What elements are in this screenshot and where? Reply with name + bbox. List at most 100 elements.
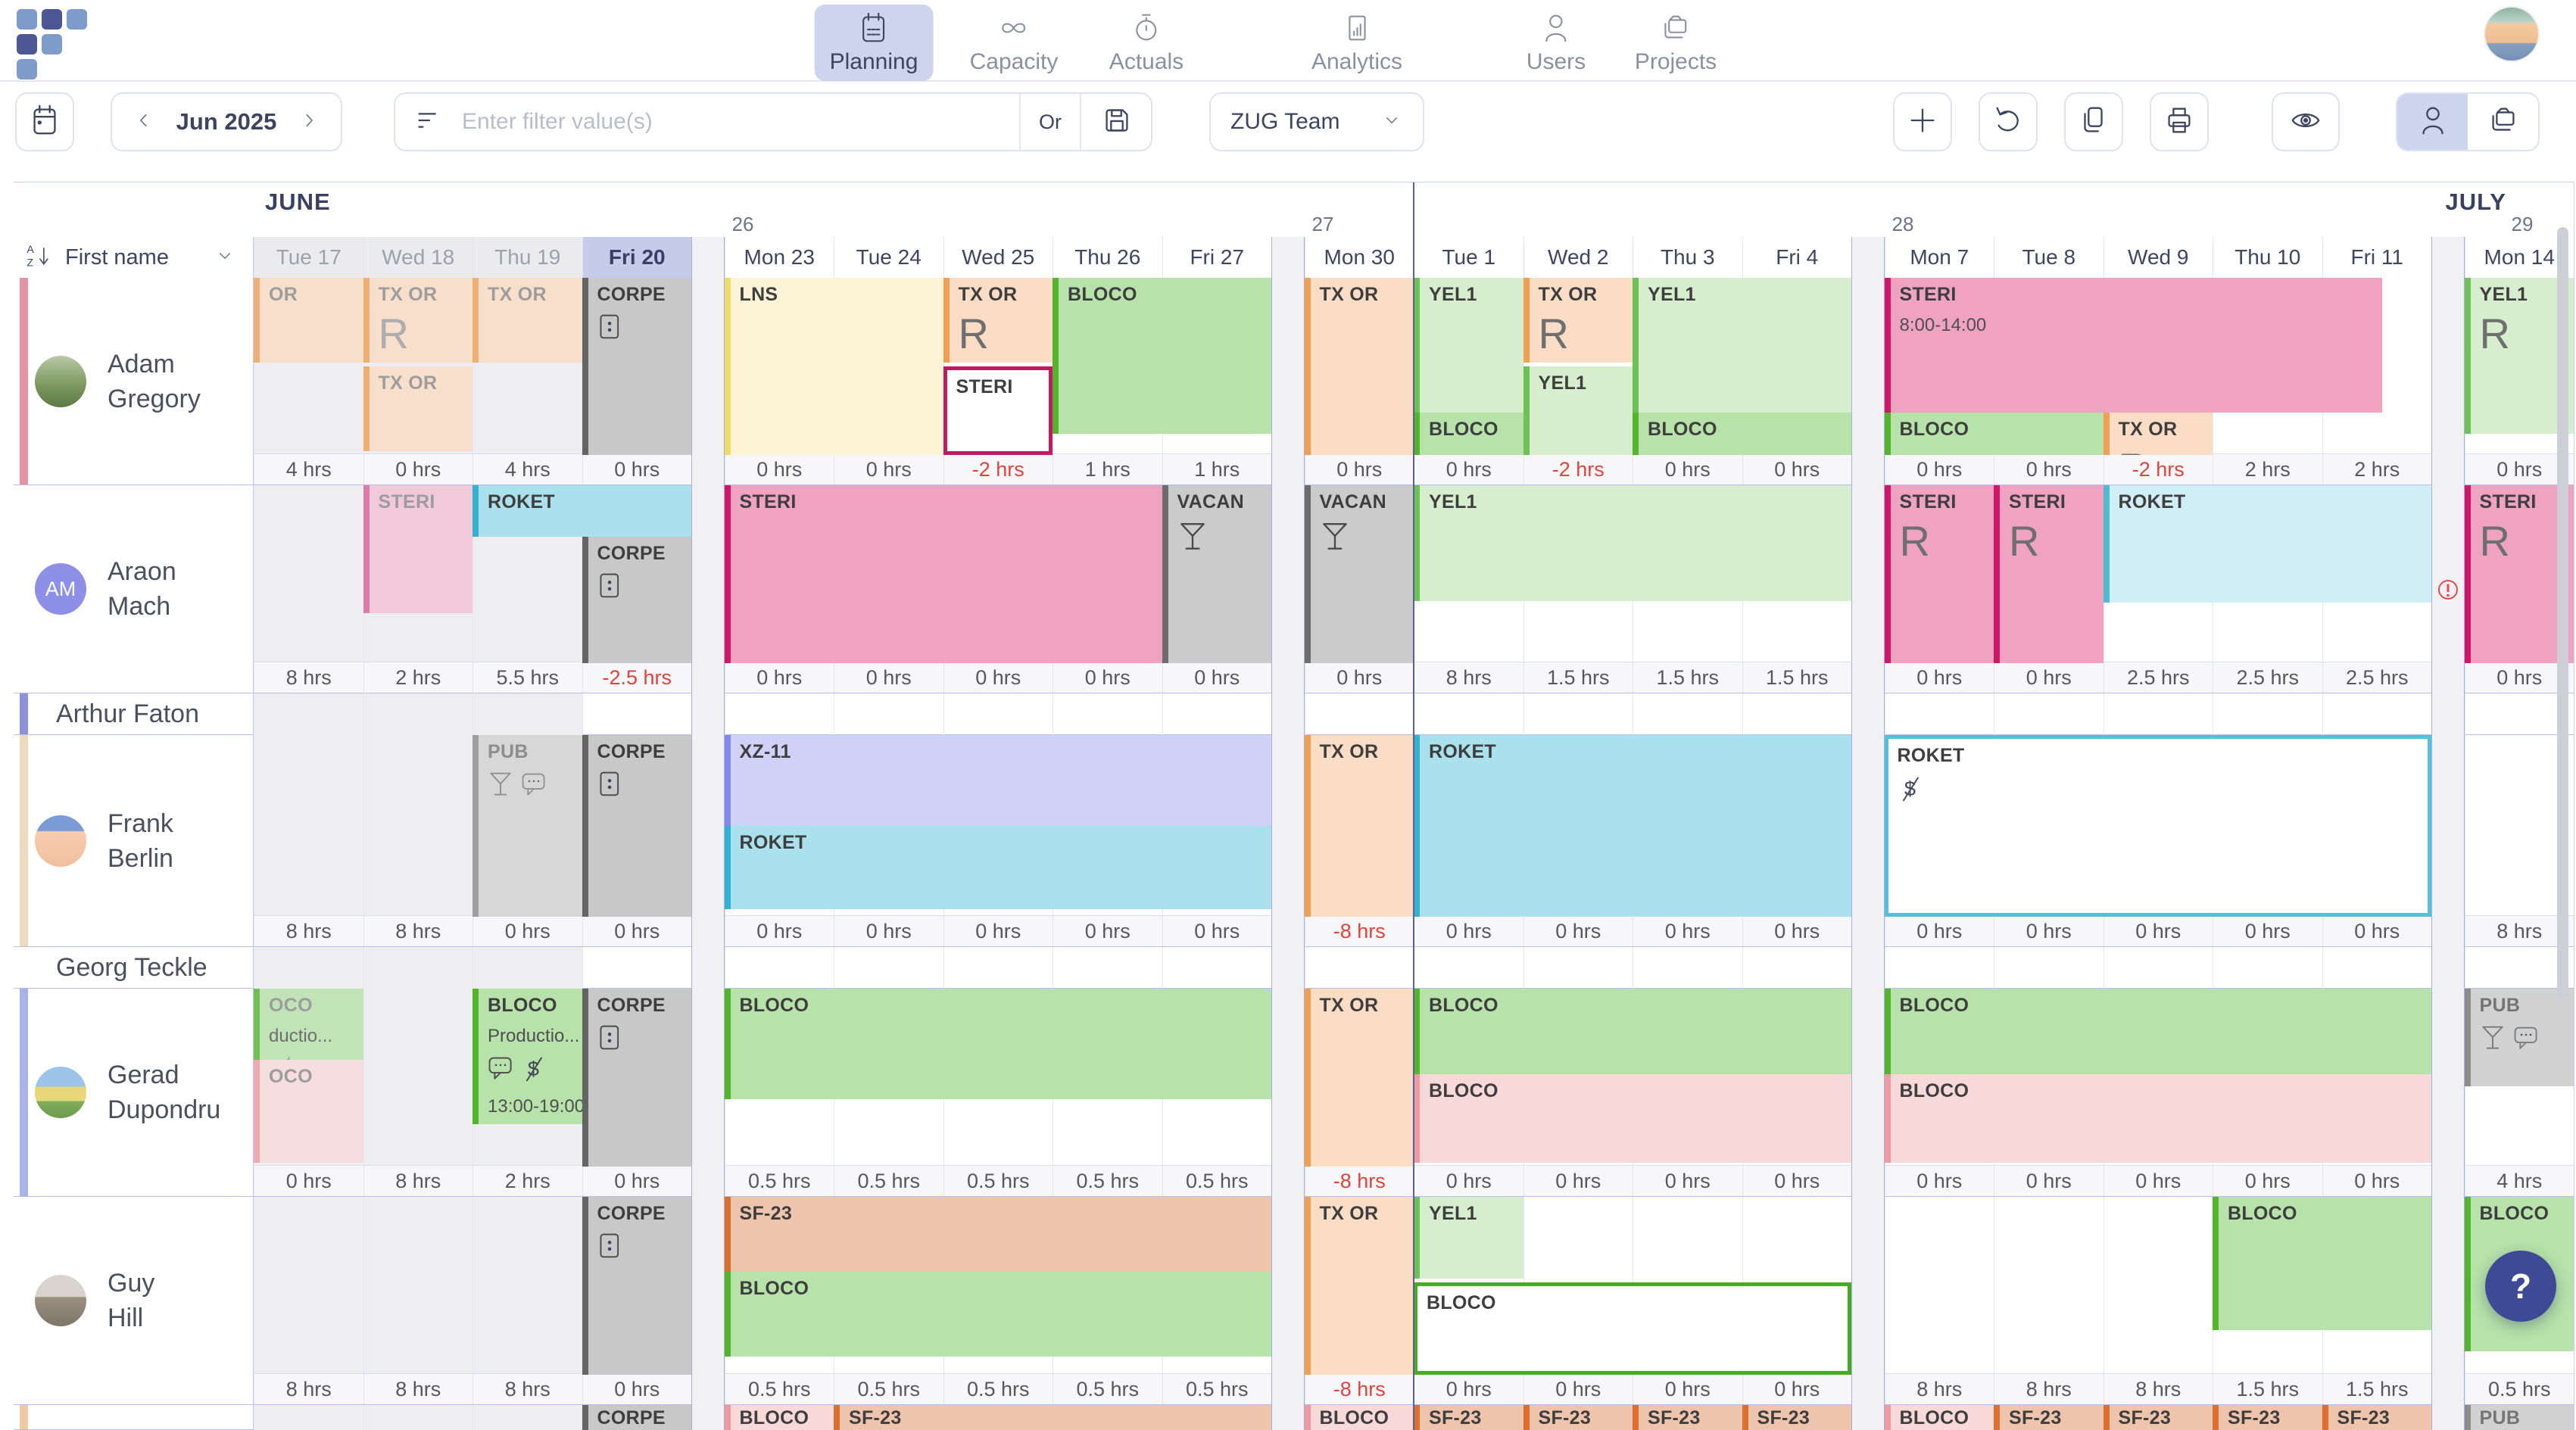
booking-corpe[interactable]: CORPE bbox=[582, 537, 691, 663]
booking-sf-23[interactable]: SF-23 bbox=[724, 1197, 1271, 1272]
mode-person-toggle[interactable] bbox=[2397, 94, 2468, 150]
schedule-cell-thu19[interactable] bbox=[472, 1197, 582, 1375]
booking-oco[interactable]: OCO bbox=[254, 1060, 363, 1164]
booking-pub[interactable]: PUB bbox=[2464, 989, 2574, 1087]
tab-projects[interactable]: Projects bbox=[1620, 5, 1732, 81]
booking-oco[interactable]: OCO ductio... $ bbox=[254, 989, 363, 1060]
day-header-fri20[interactable]: Fri 20 bbox=[582, 237, 691, 278]
user-avatar[interactable] bbox=[2485, 8, 2538, 61]
booking-tx-or[interactable]: TX OR R bbox=[1523, 278, 1633, 363]
booking-corpe[interactable]: CORPE bbox=[582, 735, 691, 917]
day-header-tue24[interactable]: Tue 24 bbox=[834, 237, 943, 278]
booking-bloco[interactable]: BLOCO bbox=[1414, 1282, 1851, 1375]
tab-planning[interactable]: Planning bbox=[814, 5, 934, 81]
booking-sf-23[interactable]: SF-23 bbox=[1414, 1405, 1523, 1430]
booking-sf-23[interactable]: SF-23 bbox=[2103, 1405, 2213, 1430]
schedule-cell-tue17[interactable] bbox=[254, 1197, 363, 1375]
day-header-thu26[interactable]: Thu 26 bbox=[1053, 237, 1162, 278]
schedule-cell-mon14[interactable] bbox=[2464, 735, 2574, 917]
booking-bloco[interactable]: BLOCO bbox=[2213, 1197, 2431, 1331]
booking-pub[interactable]: PUB bbox=[2464, 1405, 2574, 1430]
schedule-cell-wed18[interactable] bbox=[363, 989, 472, 1167]
booking-steri[interactable]: STERI R bbox=[2464, 485, 2574, 663]
booking-tx-or[interactable]: TX OR bbox=[472, 278, 582, 363]
day-header-mon23[interactable]: Mon 23 bbox=[724, 237, 834, 278]
schedule-cell-tue17[interactable] bbox=[254, 735, 363, 917]
schedule-cell-wed18[interactable] bbox=[363, 693, 472, 735]
schedule-cell-thu19[interactable] bbox=[472, 947, 582, 989]
visibility-button[interactable] bbox=[2272, 92, 2340, 151]
team-dropdown[interactable]: ZUG Team bbox=[1209, 92, 1424, 151]
booking-yel1[interactable]: YEL1 bbox=[1414, 485, 1851, 601]
schedule-cell-fri20[interactable] bbox=[582, 693, 692, 735]
schedule-cell-wed9[interactable] bbox=[2103, 1197, 2213, 1375]
booking-yel1[interactable]: YEL1 bbox=[1414, 278, 1523, 413]
filter-or-button[interactable]: Or bbox=[1039, 110, 1062, 133]
schedule-cell-thu3[interactable] bbox=[1633, 947, 1742, 989]
person-cell-frank-berlin[interactable]: Frank Berlin bbox=[14, 735, 254, 946]
schedule-cell-mon23[interactable] bbox=[724, 693, 834, 735]
schedule-cell-thu3[interactable] bbox=[1633, 693, 1742, 735]
schedule-cell-wed18[interactable] bbox=[363, 947, 472, 989]
booking-bloco[interactable]: BLOCO bbox=[1884, 412, 2104, 455]
schedule-cell-tue17[interactable] bbox=[254, 693, 363, 735]
tab-actuals[interactable]: Actuals bbox=[1094, 5, 1199, 81]
schedule-cell-wed18[interactable] bbox=[363, 735, 472, 917]
printer-button[interactable] bbox=[2150, 92, 2209, 151]
booking-vacan[interactable]: VACAN bbox=[1162, 485, 1271, 663]
booking-yel1[interactable]: YEL1 R bbox=[2464, 278, 2574, 434]
filter-input[interactable] bbox=[460, 108, 1001, 136]
schedule-cell-tue24[interactable] bbox=[834, 947, 943, 989]
day-header-tue8[interactable]: Tue 8 bbox=[1994, 237, 2104, 278]
booking-yel1[interactable]: YEL1 bbox=[1414, 1197, 1523, 1279]
schedule-cell-tue24[interactable] bbox=[834, 693, 943, 735]
person-cell-adam-gregory[interactable]: Adam Gregory bbox=[14, 278, 254, 484]
booking-steri[interactable]: STERI bbox=[363, 485, 472, 614]
booking-bloco[interactable]: BLOCO Productio... $13:00-19:00 bbox=[472, 989, 582, 1124]
schedule-cell-wed18[interactable] bbox=[363, 1197, 472, 1375]
day-header-thu19[interactable]: Thu 19 bbox=[472, 237, 582, 278]
schedule-cell-fri4[interactable] bbox=[1742, 693, 1852, 735]
chevron-right-icon[interactable] bbox=[297, 108, 321, 136]
day-header-mon7[interactable]: Mon 7 bbox=[1884, 237, 1994, 278]
day-header-wed9[interactable]: Wed 9 bbox=[2103, 237, 2213, 278]
booking-bloco[interactable]: BLOCO bbox=[1053, 278, 1271, 434]
plus-button[interactable] bbox=[1893, 92, 1952, 151]
help-button[interactable]: ? bbox=[2485, 1251, 2556, 1322]
booking-steri[interactable]: STERI bbox=[724, 485, 1162, 663]
booking-tx-or[interactable]: TX OR R bbox=[943, 278, 1053, 363]
schedule-cell-tue8[interactable] bbox=[1994, 1197, 2104, 1375]
day-header-fri4[interactable]: Fri 4 bbox=[1742, 237, 1852, 278]
booking-or[interactable]: OR bbox=[254, 278, 363, 363]
save-filter-icon[interactable] bbox=[1099, 103, 1134, 142]
booking-lns[interactable]: LNS bbox=[724, 278, 943, 455]
booking-bloco[interactable]: BLOCO bbox=[1633, 412, 1851, 455]
booking-tx-or[interactable]: TX OR bbox=[1304, 278, 1414, 455]
booking-sf-23[interactable]: SF-23 bbox=[1523, 1405, 1633, 1430]
booking-tx-or[interactable]: TX OR R bbox=[2103, 412, 2213, 455]
booking-steri[interactable]: STERI 8:00-14:00 bbox=[1884, 278, 2382, 413]
booking-vacan[interactable]: VACAN bbox=[1304, 485, 1414, 663]
schedule-cell-mon14[interactable] bbox=[2464, 693, 2574, 735]
day-header-fri27[interactable]: Fri 27 bbox=[1162, 237, 1272, 278]
tab-capacity[interactable]: Capacity bbox=[955, 5, 1074, 81]
booking-sf-23[interactable]: SF-23 bbox=[834, 1405, 1271, 1430]
schedule-cell-wed9[interactable] bbox=[2103, 693, 2213, 735]
day-header-wed2[interactable]: Wed 2 bbox=[1523, 237, 1633, 278]
schedule-cell-wed18[interactable] bbox=[363, 1405, 472, 1430]
chevron-left-icon[interactable] bbox=[132, 108, 156, 136]
booking-sf-23[interactable]: SF-23 bbox=[1994, 1405, 2104, 1430]
booking-steri[interactable]: STERI bbox=[943, 366, 1053, 455]
schedule-cell-tue17[interactable] bbox=[254, 485, 363, 663]
schedule-cell-tue1[interactable] bbox=[1414, 947, 1523, 989]
booking-tx-or[interactable]: TX OR bbox=[363, 366, 472, 452]
schedule-cell-fri27[interactable] bbox=[1162, 693, 1272, 735]
schedule-cell-wed25[interactable] bbox=[943, 693, 1053, 735]
booking-roket[interactable]: ROKET bbox=[472, 485, 691, 537]
booking-bloco[interactable]: BLOCO bbox=[724, 1405, 834, 1430]
person-cell-arthur-faton[interactable]: Arthur Faton bbox=[14, 693, 254, 734]
booking-bloco[interactable]: BLOCO bbox=[1884, 1073, 2431, 1164]
booking-bloco[interactable]: BLOCO bbox=[1304, 1405, 1414, 1430]
schedule-cell-wed2[interactable] bbox=[1523, 947, 1633, 989]
